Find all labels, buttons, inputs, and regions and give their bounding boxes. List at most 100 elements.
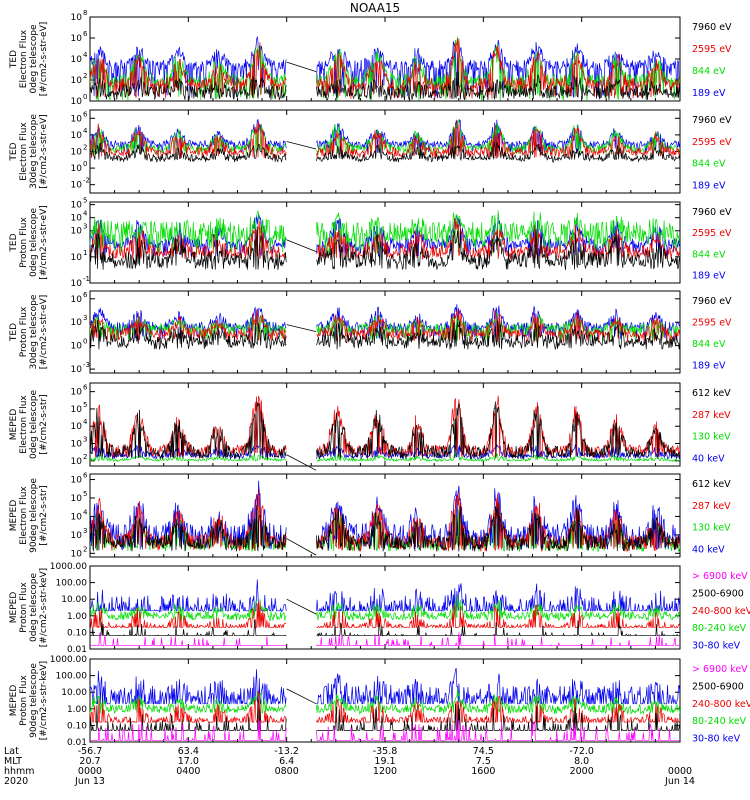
- y-tick-label: 10: [71, 549, 83, 559]
- series-red: [89, 38, 681, 99]
- series-magenta: [90, 632, 680, 648]
- series-red: [89, 309, 681, 344]
- y-axis-label: MEPEDProton Flux90deg telescope[#/cm2-s-…: [9, 661, 49, 740]
- series-group: [89, 579, 681, 648]
- y-tick-exponent: 5: [83, 401, 87, 409]
- y-axis-label-line: [#/cm2-s-str]: [39, 394, 49, 454]
- y-tick-label: 10: [71, 13, 83, 23]
- series-black: [89, 502, 680, 552]
- y-tick-exponent: -1: [83, 275, 90, 283]
- y-tick-label: 0.10: [67, 628, 87, 638]
- legend-entry: 189 eV: [692, 180, 726, 191]
- legend-entry: 2500-6900: [692, 588, 744, 599]
- y-tick-label: 10: [71, 55, 83, 65]
- y-axis-label-line: Electron Flux: [19, 395, 29, 454]
- legend-entry: 612 keV: [692, 388, 731, 399]
- y-tick-label: 10: [71, 114, 83, 124]
- time-axis-tick-label: 20.7: [79, 756, 100, 767]
- legend-entry: 240-800 keV: [692, 606, 750, 617]
- time-axis-tick-label: 0800: [275, 766, 299, 777]
- gap-connector: [286, 538, 317, 556]
- series-blue: [89, 579, 681, 614]
- gap-connector: [286, 688, 317, 705]
- legend-entry: 7960 eV: [692, 296, 732, 307]
- legend-entry: 2500-6900: [692, 681, 744, 692]
- y-tick-label: 10: [71, 76, 83, 86]
- time-axis-tick-label: 74.5: [473, 746, 494, 757]
- y-axis-label-line: 90deg telescope: [29, 663, 39, 738]
- gap-connector: [286, 324, 317, 332]
- legend-entry: 189 eV: [692, 270, 726, 281]
- y-tick-label: 10.00: [61, 688, 87, 698]
- y-tick-label: 0.01: [67, 645, 87, 655]
- y-tick-exponent: 4: [83, 127, 88, 135]
- legend-entry: 2595 eV: [692, 317, 732, 328]
- y-tick-label: 10: [71, 164, 83, 174]
- y-tick-exponent: 6: [83, 384, 88, 392]
- y-axis-label-line: Electron Flux: [19, 29, 29, 88]
- y-tick-exponent: 4: [83, 418, 88, 426]
- y-axis-label: MEPEDProton Flux0deg telescope[#/cm2-s-s…: [9, 568, 49, 647]
- y-tick-exponent: 3: [83, 223, 87, 231]
- y-tick-exponent: 5: [83, 197, 87, 205]
- y-tick-label: 10: [71, 34, 83, 44]
- y-tick-label: 10: [71, 422, 83, 432]
- legend-entry: 40 keV: [692, 453, 725, 464]
- series-red: [90, 601, 681, 629]
- time-axis-tick-label: 0000: [78, 766, 102, 777]
- y-tick-label: 10: [71, 227, 83, 237]
- y-axis-label-line: 0deg telescope: [29, 24, 39, 94]
- y-tick-label: 10: [71, 97, 83, 107]
- y-axis-label-line: 30deg telescope: [29, 114, 39, 189]
- y-axis-label-line: Electron Flux: [19, 122, 29, 181]
- time-axis-row-label: MLT: [4, 756, 22, 767]
- y-tick-label: 10: [71, 388, 83, 398]
- time-axis-row-label: hhmm: [4, 766, 35, 777]
- time-axis-tick-label: 7.5: [476, 756, 491, 767]
- y-tick-label: 100.00: [56, 579, 88, 589]
- series-green: [89, 209, 681, 255]
- y-axis-label: TEDProton Flux30deg telescope[#/cm2-s-st…: [9, 294, 49, 369]
- panel-8: 1000.00 100.00 10.00 1.00 0.10 0.01 MEPEDProto…: [9, 655, 750, 748]
- time-axis-tick-label: -72.0: [569, 746, 594, 757]
- time-axis-tick-label: -13.2: [274, 746, 299, 757]
- y-axis-label-line: Proton Flux: [19, 217, 29, 268]
- y-axis-label-line: [#/cm2-s-str-keV]: [39, 568, 49, 647]
- y-tick-exponent: 4: [83, 51, 88, 59]
- time-axis-row-label: 2020: [4, 776, 28, 787]
- y-tick-label: 0.01: [67, 738, 87, 748]
- y-tick-label: 10: [71, 457, 83, 467]
- y-axis-label-line: [#/cm2-s-str]: [39, 485, 49, 545]
- series-green: [89, 452, 681, 463]
- y-tick-label: 10: [71, 279, 83, 289]
- legend-entry: 30-80 keV: [692, 641, 741, 652]
- legend-entry: 40 keV: [692, 544, 725, 555]
- legend-entry: 80-240 keV: [692, 716, 747, 727]
- time-axis-tick-label: 1600: [471, 766, 495, 777]
- y-tick-label: 10: [71, 440, 83, 450]
- y-axis-label: TEDElectron Flux0deg telescope[#/cm2-s-s…: [9, 22, 49, 97]
- y-tick-exponent: 6: [83, 472, 88, 480]
- chart-title: NOAA15: [350, 1, 400, 15]
- legend-entry: 130 keV: [692, 523, 731, 534]
- y-tick-exponent: 4: [83, 508, 88, 516]
- y-axis-label: TEDElectron Flux30deg telescope[#/cm2-s-…: [9, 114, 49, 189]
- y-axis-label-line: [#/cm2-s-str-eV]: [39, 205, 49, 280]
- y-tick-exponent: 3: [83, 436, 87, 444]
- y-axis-label-line: [#/cm2-s-str-keV]: [39, 661, 49, 740]
- y-axis-label-line: Proton Flux: [19, 675, 29, 726]
- y-tick-label: 1.00: [67, 612, 87, 622]
- time-axis-tick-label: -35.8: [373, 746, 398, 757]
- series-group: [89, 118, 681, 164]
- time-axis-tick-label: 2000: [570, 766, 594, 777]
- y-tick-exponent: 6: [83, 110, 88, 118]
- y-tick-exponent: 0: [83, 338, 87, 346]
- y-axis-label-line: TED: [9, 323, 19, 342]
- y-tick-label: 10: [71, 342, 83, 352]
